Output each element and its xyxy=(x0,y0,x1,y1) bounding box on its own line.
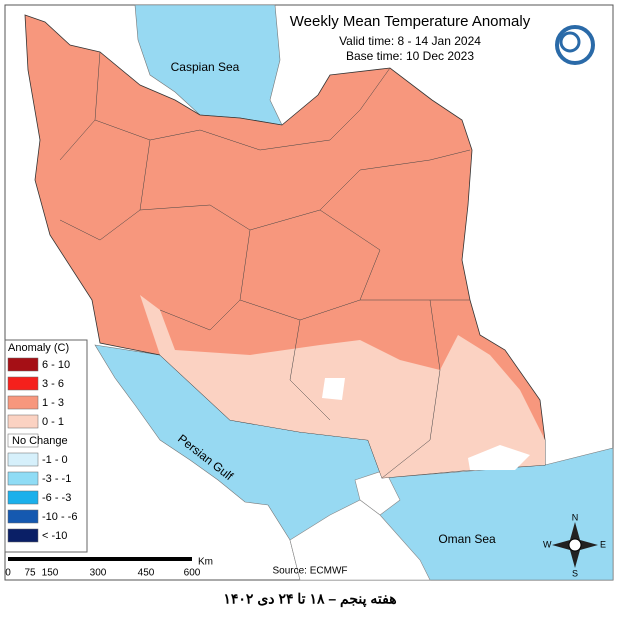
legend-label: No Change xyxy=(12,435,68,447)
legend-label: 3 - 6 xyxy=(42,378,64,390)
legend-swatch xyxy=(7,357,39,372)
scale-tick: 450 xyxy=(138,568,155,579)
valid-time: Valid time: 8 - 14 Jan 2024 xyxy=(339,34,481,48)
logo xyxy=(559,31,581,53)
scale-tick: 150 xyxy=(42,568,59,579)
legend-label: -3 - -1 xyxy=(42,473,71,485)
footer: هفته پنجم – ۱۸ تا ۲۴ دی ۱۴۰۲ xyxy=(223,591,396,608)
title: Weekly Mean Temperature Anomaly xyxy=(290,13,531,30)
legend-label: -1 - 0 xyxy=(42,454,68,466)
legend-swatch xyxy=(7,452,39,467)
legend-swatch xyxy=(7,414,39,429)
scale-tick: 75 xyxy=(24,568,36,579)
compass-n: N xyxy=(572,512,579,522)
compass-e: E xyxy=(600,539,606,549)
legend-swatch xyxy=(7,395,39,410)
legend-swatch xyxy=(7,509,39,524)
sea-label: Caspian Sea xyxy=(171,60,240,74)
scale-tick: 300 xyxy=(90,568,107,579)
legend-label: -6 - -3 xyxy=(42,492,71,504)
scale-bar xyxy=(8,557,192,561)
legend: Anomaly (C) 6 - 10 3 - 6 1 - 3 0 - 1 No Chang… xyxy=(4,339,88,553)
legend-swatch xyxy=(7,528,39,543)
legend-label: -10 - -6 xyxy=(42,511,77,523)
legend-title: Anomaly (C) xyxy=(8,342,69,354)
sea-label: Oman Sea xyxy=(438,532,496,546)
legend-label: 1 - 3 xyxy=(42,397,64,409)
iran-anomaly-1-3 xyxy=(24,14,546,479)
logo xyxy=(555,25,595,65)
compass-center xyxy=(568,538,582,552)
compass-w: W xyxy=(543,539,552,549)
compass-s: S xyxy=(572,568,578,578)
base-time: Base time: 10 Dec 2023 xyxy=(346,49,474,63)
scale-unit: Km xyxy=(198,557,213,568)
legend-label: 6 - 10 xyxy=(42,359,70,371)
legend-swatch xyxy=(7,471,39,486)
arabia-coast xyxy=(289,499,431,581)
legend-label: < -10 xyxy=(42,530,67,542)
no-change-area xyxy=(322,378,345,400)
legend-swatch xyxy=(7,490,39,505)
scale-tick: 600 xyxy=(184,568,201,579)
province-borders xyxy=(59,51,471,479)
source: Source: ECMWF xyxy=(272,566,347,577)
legend-label: 0 - 1 xyxy=(42,416,64,428)
no-change-area xyxy=(468,445,530,470)
scale-tick: 0 xyxy=(5,568,11,579)
legend-swatch xyxy=(7,433,39,448)
legend-swatch xyxy=(7,376,39,391)
